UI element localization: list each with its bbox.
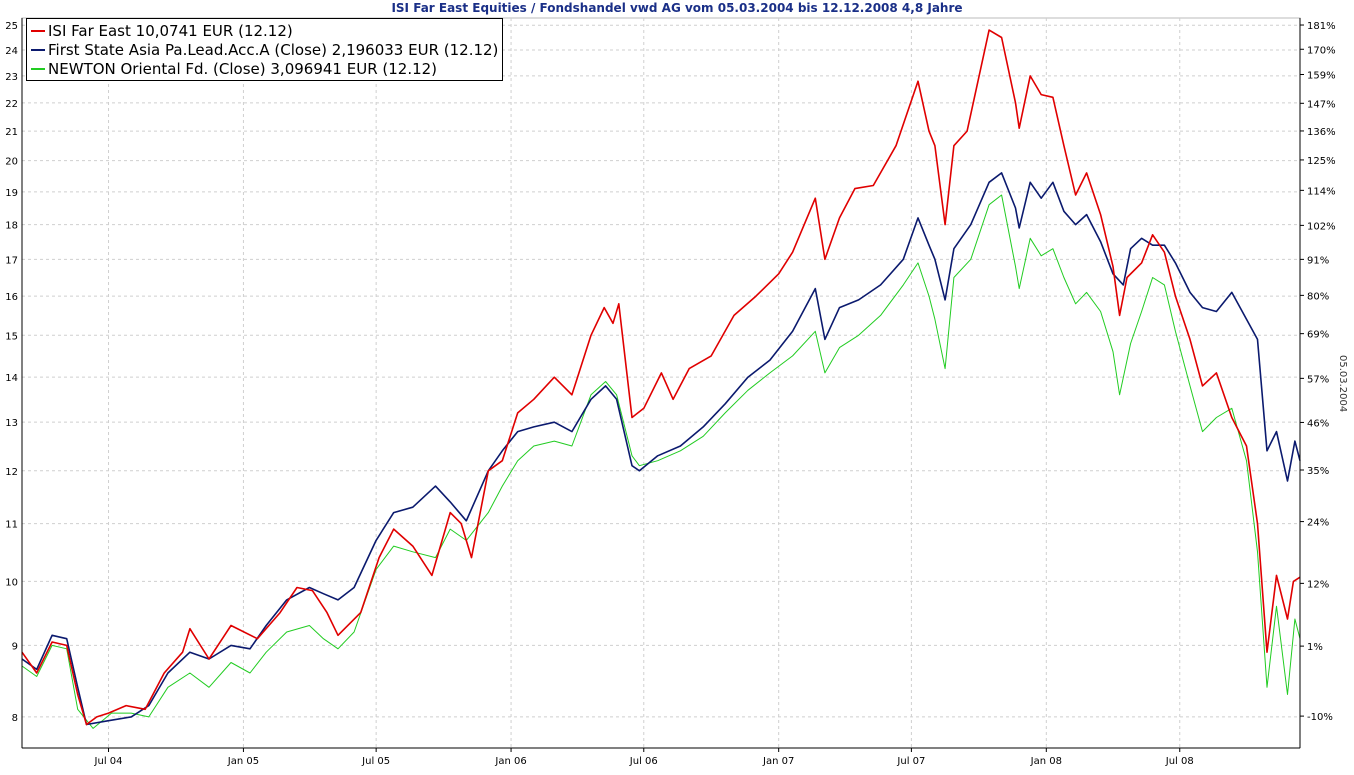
y-tick-right: 136% — [1307, 127, 1336, 138]
y-tick-left: 14 — [5, 373, 18, 384]
y-tick-right: 102% — [1307, 221, 1336, 232]
y-tick-left: 20 — [5, 157, 18, 168]
y-tick-right: 1% — [1307, 642, 1323, 653]
y-tick-left: 15 — [5, 331, 18, 342]
y-tick-right: 159% — [1307, 71, 1336, 82]
y-tick-left: 8 — [12, 713, 18, 724]
date-stamp: 05.03.2004 — [1337, 355, 1348, 413]
series-line-newton — [21, 194, 1301, 729]
x-tick: Jan 08 — [1030, 756, 1062, 767]
y-tick-left: 23 — [5, 72, 18, 83]
y-tick-left: 13 — [5, 418, 18, 429]
y-tick-right: 12% — [1307, 579, 1329, 590]
series-line-first-state — [21, 172, 1301, 726]
y-tick-right: 170% — [1307, 45, 1336, 56]
y-tick-right: 80% — [1307, 291, 1329, 302]
y-tick-right: 69% — [1307, 330, 1329, 341]
legend-label-newton: NEWTON Oriental Fd. (Close) 3,096941 EUR… — [48, 59, 438, 78]
x-tick: Jan 06 — [494, 756, 526, 767]
x-tick: Jul 08 — [1165, 756, 1194, 767]
y-tick-right: 147% — [1307, 99, 1336, 110]
y-tick-left: 18 — [5, 221, 18, 232]
y-tick-left: 10 — [5, 577, 18, 588]
y-tick-right: 46% — [1307, 418, 1329, 429]
x-tick: Jul 04 — [94, 756, 123, 767]
y-tick-left: 24 — [5, 46, 18, 57]
plot-area — [21, 17, 1301, 749]
y-tick-left: 9 — [12, 641, 18, 652]
legend-swatch-isi — [31, 29, 45, 32]
legend-item-isi: ISI Far East 10,0741 EUR (12.12) — [31, 21, 498, 40]
y-tick-right: 125% — [1307, 156, 1336, 167]
legend-label-first-state: First State Asia Pa.Lead.Acc.A (Close) 2… — [48, 40, 499, 59]
grid — [21, 17, 1301, 749]
legend-swatch-first-state — [31, 48, 45, 51]
x-tick: Jul 06 — [629, 756, 658, 767]
chart-title: ISI Far East Equities / Fondshandel vwd … — [391, 1, 963, 15]
y-tick-right: 91% — [1307, 255, 1329, 266]
y-tick-right: -10% — [1307, 712, 1333, 723]
series-lines — [21, 29, 1301, 729]
y-tick-left: 12 — [5, 467, 18, 478]
y-tick-right: 114% — [1307, 186, 1336, 197]
y-tick-left: 22 — [5, 99, 18, 110]
series-line-isi — [21, 29, 1301, 726]
y-tick-left: 19 — [5, 188, 18, 199]
y-tick-right: 57% — [1307, 374, 1329, 385]
legend: ISI Far East 10,0741 EUR (12.12) First S… — [26, 18, 504, 81]
x-tick: Jan 07 — [762, 756, 794, 767]
y-tick-left: 11 — [5, 520, 18, 531]
y-tick-left: 25 — [5, 21, 18, 32]
x-tick: Jul 05 — [361, 756, 390, 767]
y-tick-right: 35% — [1307, 466, 1329, 477]
y-tick-left: 17 — [5, 255, 18, 266]
legend-item-first-state: First State Asia Pa.Lead.Acc.A (Close) 2… — [31, 40, 498, 59]
legend-label-isi: ISI Far East 10,0741 EUR (12.12) — [48, 21, 293, 40]
legend-swatch-newton — [31, 67, 45, 70]
legend-item-newton: NEWTON Oriental Fd. (Close) 3,096941 EUR… — [31, 59, 498, 78]
x-tick: Jul 07 — [896, 756, 925, 767]
axes: 25 24 23 22 21 20 19 18 17 16 15 14 13 12 11 10 9 8 181% 17… — [5, 18, 1336, 767]
y-tick-left: 16 — [5, 292, 18, 303]
x-tick: Jan 05 — [227, 756, 259, 767]
y-tick-right: 24% — [1307, 518, 1329, 529]
y-tick-right: 181% — [1307, 21, 1336, 32]
y-tick-left: 21 — [5, 127, 18, 138]
